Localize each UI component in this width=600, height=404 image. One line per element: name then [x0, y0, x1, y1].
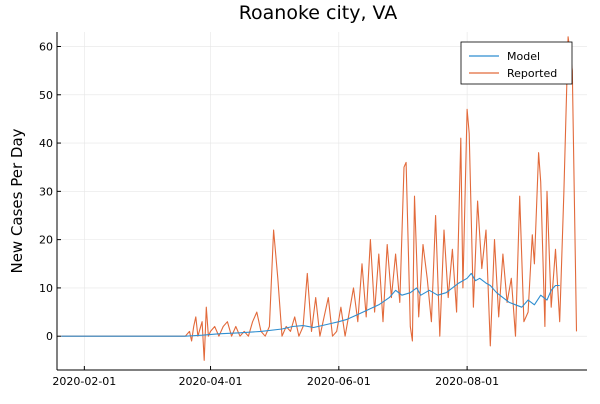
tick-labels: 0 10 20 30 40 50 60 2020-02-01 2020-04-01 2020-06… — [39, 40, 499, 388]
x-tick-label: 2020-02-01 — [52, 375, 116, 388]
y-tick-label: 30 — [39, 185, 53, 198]
legend-box — [460, 41, 573, 85]
x-tick-label: 2020-04-01 — [179, 375, 243, 388]
chart-title: Roanoke city, VA — [239, 2, 398, 24]
y-tick-label: 10 — [39, 282, 53, 295]
y-tick-label: 50 — [39, 89, 53, 102]
legend: Model Reported — [460, 41, 573, 85]
axes — [56, 32, 587, 371]
series-line-reported — [61, 36, 578, 361]
series-lines — [61, 36, 578, 361]
y-tick-label: 0 — [46, 330, 53, 343]
x-tick-label: 2020-08-01 — [435, 375, 499, 388]
y-tick-label: 40 — [39, 137, 53, 150]
y-tick-label: 20 — [39, 234, 53, 247]
x-tick-label: 2020-06-01 — [307, 375, 371, 388]
y-axis-label: New Cases Per Day — [8, 128, 26, 273]
y-tick-label: 60 — [39, 40, 53, 53]
grid — [57, 32, 587, 370]
legend-label-model: Model — [507, 50, 540, 63]
series-line-model — [61, 272, 560, 337]
legend-label-reported: Reported — [507, 67, 557, 80]
